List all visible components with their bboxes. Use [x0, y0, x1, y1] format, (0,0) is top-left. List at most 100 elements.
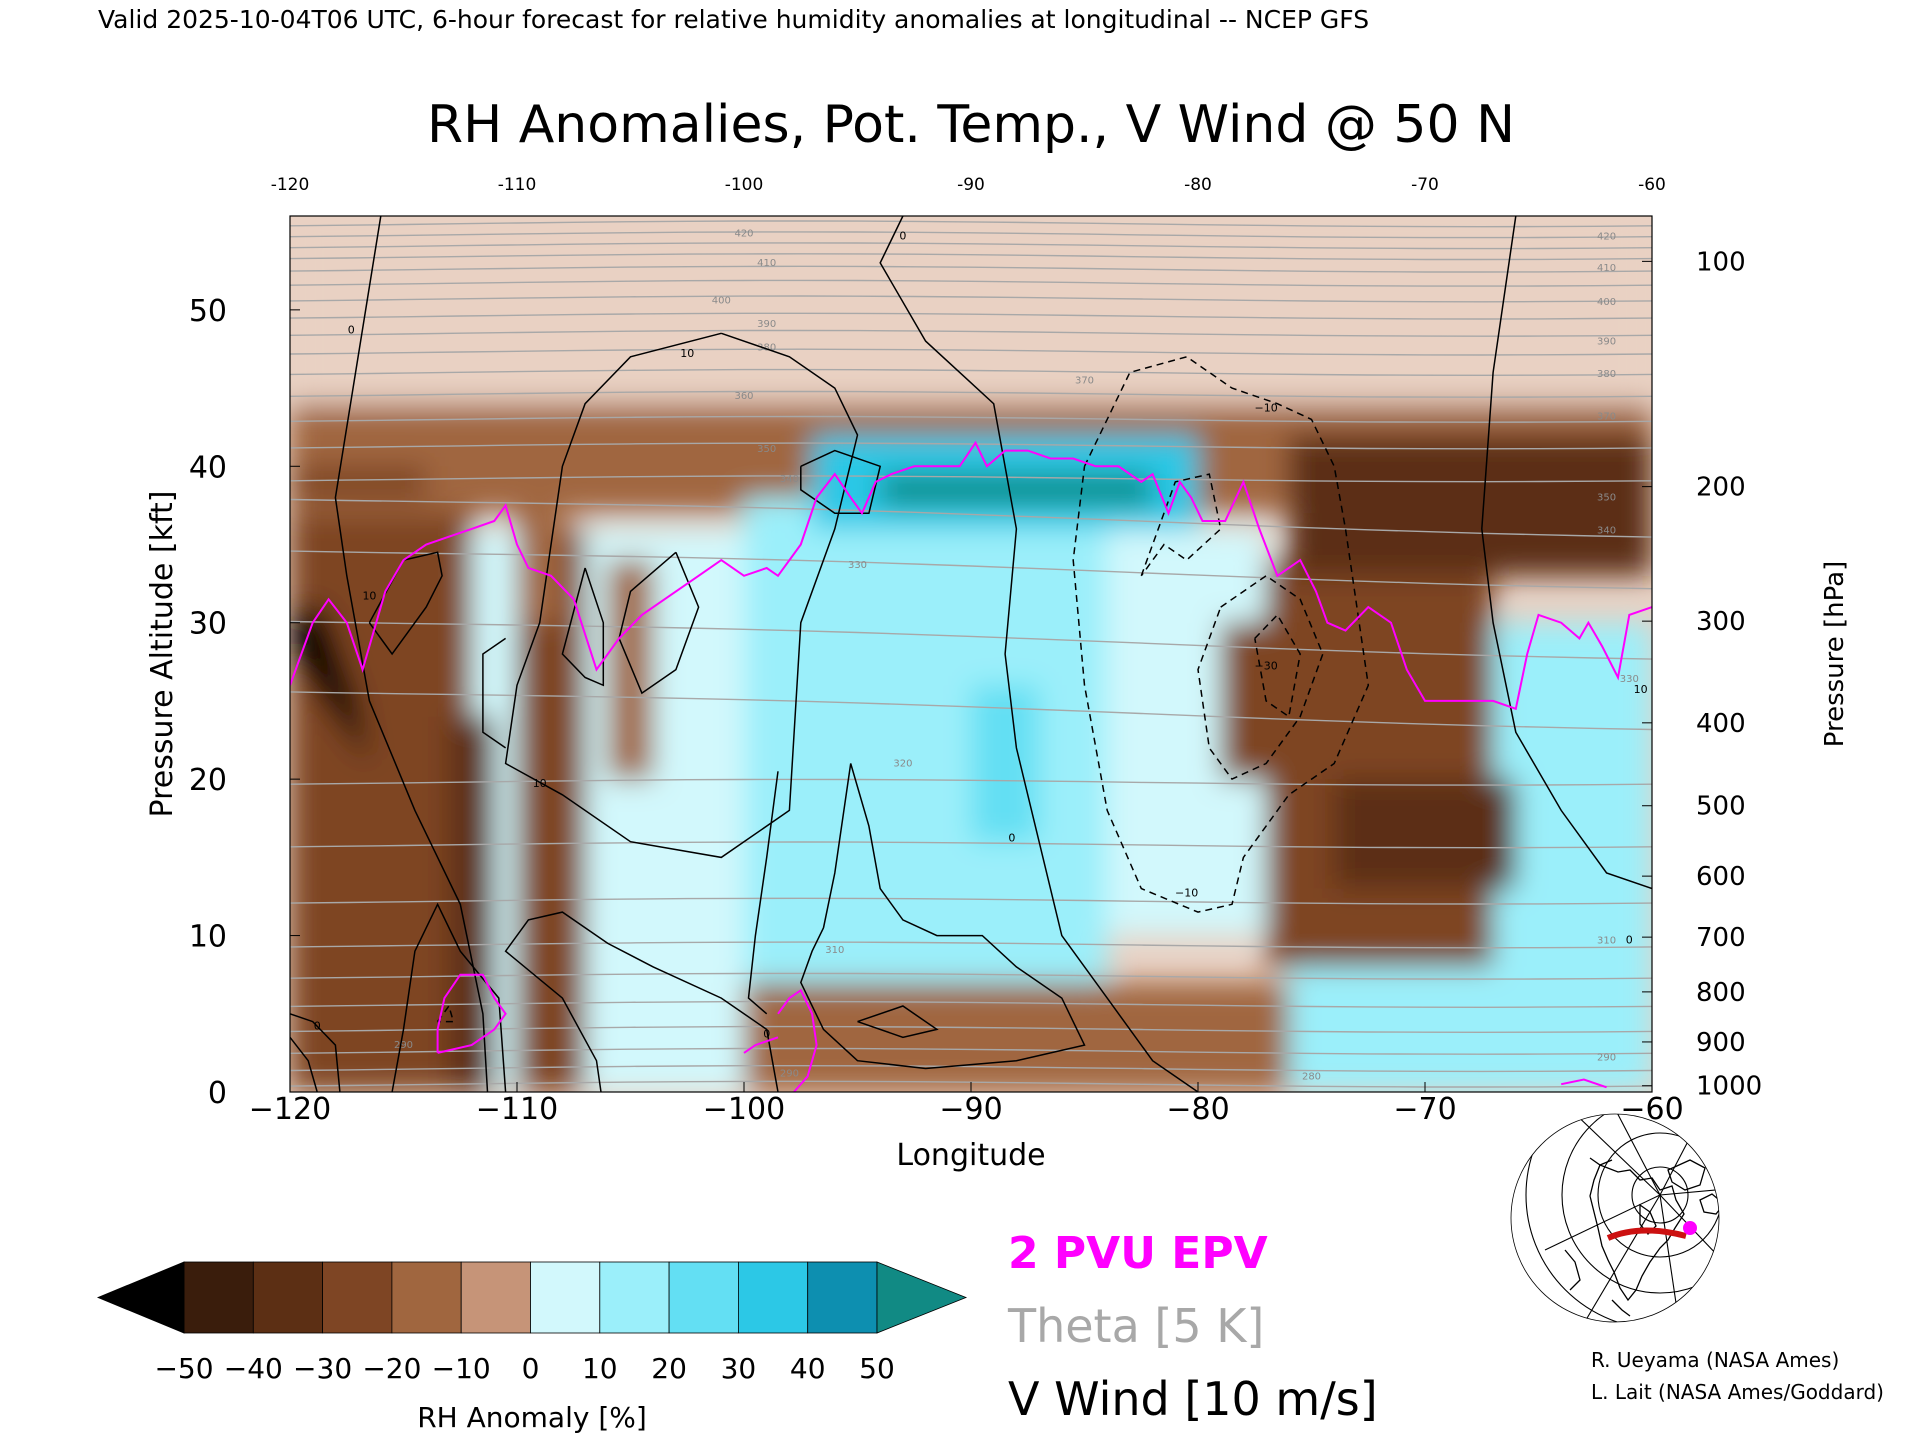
- v-wind-contour: [504, 332, 859, 859]
- anomaly-region: [744, 982, 1289, 1092]
- anomaly-region: [290, 607, 370, 764]
- theta-contour: [290, 841, 1652, 849]
- theta-contour: [290, 231, 1652, 239]
- top-tick-label: -90: [957, 175, 985, 195]
- section-end-marker: [1683, 1221, 1697, 1235]
- y-tick-label: 10: [189, 920, 227, 955]
- top-tick-label: -100: [725, 175, 764, 195]
- epv-2pvu-series: [290, 440, 1652, 711]
- v-wind-contour-label: 0: [314, 1019, 321, 1032]
- v-wind-contour-label: 10: [533, 777, 547, 790]
- theta-contour: [290, 295, 1652, 303]
- theta-contour: [290, 1025, 1652, 1034]
- v-wind-contour: [290, 1013, 341, 1092]
- pressure-tick-label: 700: [1696, 923, 1746, 953]
- theta-contour: [290, 897, 1652, 905]
- pressure-tick-label: 1000: [1696, 1072, 1762, 1102]
- x-tick-label: −100: [703, 1092, 785, 1127]
- colorbar-tick-label: 50: [859, 1352, 895, 1385]
- colorbar-box: [530, 1261, 601, 1334]
- theta-contour: [290, 778, 1652, 786]
- colorbar-tick-label: 0: [522, 1352, 540, 1385]
- v-wind-contour: [1481, 216, 1652, 890]
- theta-contour: [290, 279, 1652, 287]
- theta-contour: [290, 368, 1652, 377]
- colorbar-tick-label: 10: [582, 1352, 618, 1385]
- theta-contour: [290, 415, 1652, 423]
- theta-contour-label: 390: [1597, 336, 1616, 347]
- v-wind-contour-label: 0: [763, 1027, 770, 1040]
- colorbar-box: [183, 1261, 254, 1334]
- theta-contour-label: 320: [893, 759, 912, 770]
- colorbar-tick-label: −40: [224, 1352, 283, 1385]
- v-wind-contour: [747, 771, 779, 1015]
- colorbar-box: [322, 1261, 393, 1334]
- theta-contour-label: 380: [1597, 369, 1616, 380]
- credit-line-2: L. Lait (NASA Ames/Goddard): [1591, 1380, 1884, 1404]
- theta-contour-label: 350: [757, 444, 776, 455]
- colorbar-box: [738, 1261, 809, 1334]
- v-wind-contour: [879, 216, 1199, 1092]
- anomaly-region: [880, 474, 1153, 506]
- anomaly-region: [971, 685, 1040, 842]
- v-wind-contour: [334, 216, 489, 1092]
- theta-contours: 370 360 380 390 400 410 420 350 340 330 320 310 290 2…: [290, 220, 1652, 1088]
- inset-map: [1510, 1113, 1750, 1323]
- v-wind-contour: [391, 902, 507, 1092]
- colorbar-box: [252, 1261, 324, 1334]
- epv-2pvu-segment: [1560, 1078, 1607, 1089]
- theta-contour-label: 310: [825, 945, 844, 956]
- theta-contour: [290, 550, 1652, 590]
- theta-contour-label: 290: [394, 1040, 413, 1051]
- theta-contour-label: 290: [780, 1068, 799, 1079]
- x-tick-label: −60: [1620, 1092, 1683, 1127]
- pressure-tick-label: 200: [1696, 473, 1746, 503]
- v-wind-contour-negative: [1072, 355, 1370, 913]
- theta-contour-label: 360: [734, 391, 753, 402]
- anomaly-region: [1334, 779, 1516, 889]
- pressure-tick-label: 300: [1696, 607, 1746, 637]
- x-tick-label: −90: [939, 1092, 1002, 1127]
- theta-contour-label: 340: [1597, 526, 1616, 537]
- theta-contour-label: 370: [1075, 375, 1094, 386]
- anomaly-region: [290, 216, 1652, 404]
- v-wind-contour-label: 10: [362, 589, 376, 602]
- theta-contour-label: 420: [734, 228, 753, 239]
- chart-axes: −120-120−110-110−100-100−90-90−80-80−70-…: [189, 175, 1762, 1127]
- v-wind-contour-label: −10: [1175, 886, 1198, 899]
- theta-contour: [290, 475, 1652, 483]
- v-wind-contour: [290, 1036, 318, 1092]
- epv-2pvu-segment: [743, 1036, 779, 1054]
- legend-epv: 2 PVU EPV: [1008, 1228, 1268, 1279]
- colorbar-box: [668, 1261, 739, 1334]
- anomaly-region: [290, 466, 427, 498]
- v-wind-contour-negative: [1254, 613, 1301, 718]
- top-tick-label: -60: [1638, 175, 1666, 195]
- theta-contour: [290, 253, 1652, 261]
- v-wind-contour: [857, 1005, 939, 1039]
- v-wind-contour: [482, 637, 507, 749]
- theta-contour: [290, 312, 1652, 320]
- theta-contour: [290, 329, 1652, 337]
- theta-contour-label: 290: [1597, 1053, 1616, 1064]
- theta-contour: [290, 265, 1652, 273]
- legend-v-wind: V Wind [10 m/s]: [1008, 1372, 1378, 1426]
- theta-contour-label: 390: [757, 319, 776, 330]
- cross-section-line: [1606, 1227, 1687, 1241]
- theta-contour-label: 350: [1597, 493, 1616, 504]
- pressure-tick-label: 600: [1696, 862, 1746, 892]
- theta-contour: [290, 498, 1652, 538]
- y-tick-label: 0: [208, 1076, 227, 1111]
- theta-contour-label: 410: [1597, 263, 1616, 274]
- v-wind-contour-negative: [1140, 473, 1222, 577]
- theta-contour: [290, 242, 1652, 250]
- epv-2pvu-line: [290, 440, 1652, 1092]
- legend: 2 PVU EPV Theta [5 K] V Wind [10 m/s]: [1007, 1228, 1378, 1426]
- y-axis-label-right: Pressure [hPa]: [1820, 561, 1850, 748]
- pressure-tick-label: 100: [1696, 247, 1746, 277]
- theta-contour: [290, 691, 1652, 731]
- y-tick-label: 20: [189, 763, 227, 798]
- v-wind-contour-negative: [436, 1004, 455, 1023]
- y-tick-label: 50: [189, 294, 227, 329]
